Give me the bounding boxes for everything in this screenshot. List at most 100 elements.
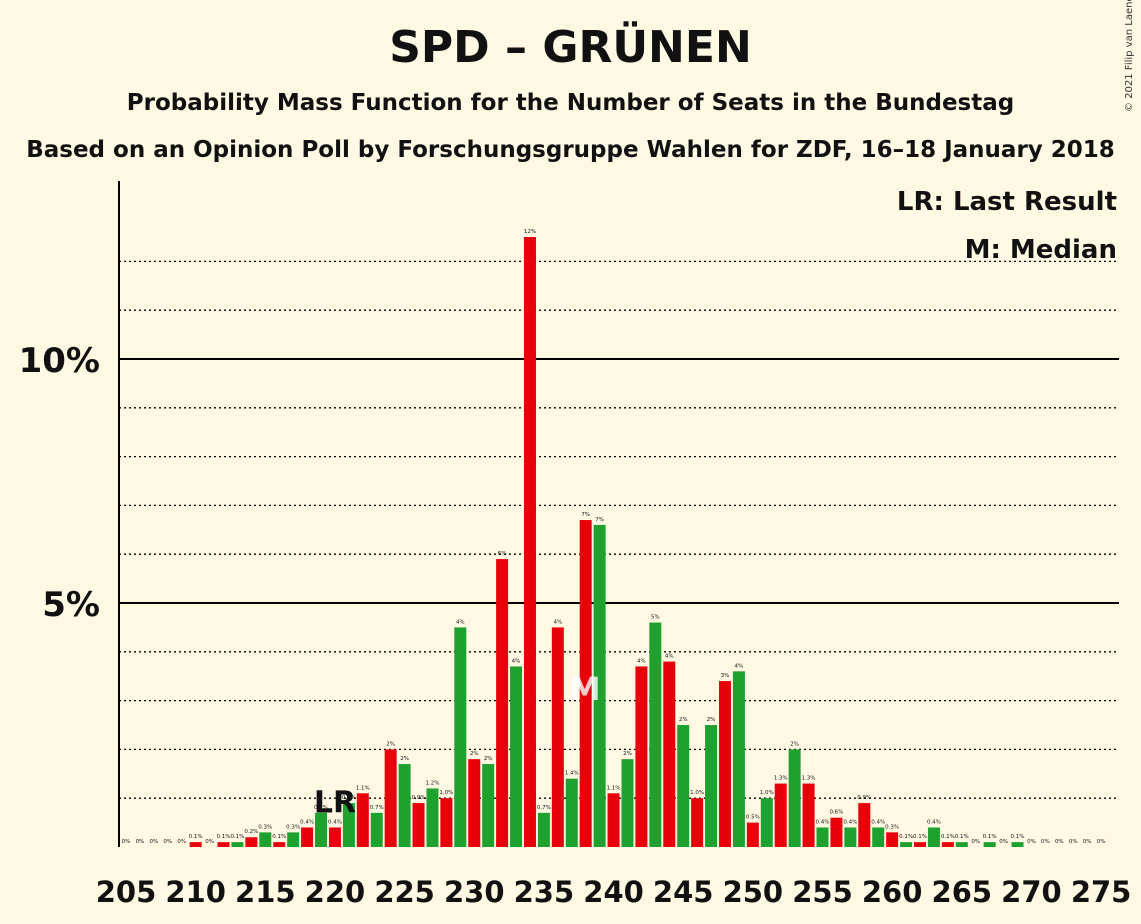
bar-label-seat-269: 0.1% bbox=[1011, 834, 1025, 840]
bar-label-seat-243: 5% bbox=[651, 615, 660, 621]
bar-seat-262 bbox=[914, 842, 927, 847]
bar-seat-227 bbox=[426, 788, 439, 847]
x-tick-label: 255 bbox=[792, 875, 853, 909]
bar-seat-235 bbox=[537, 812, 550, 847]
bar-seat-222 bbox=[356, 793, 369, 847]
bar-label-seat-245: 2% bbox=[679, 717, 688, 723]
x-tick-label: 275 bbox=[1071, 875, 1132, 909]
bar-seat-217 bbox=[287, 832, 300, 847]
bar-label-seat-251: 1.0% bbox=[760, 790, 774, 796]
bar-seat-240 bbox=[607, 793, 620, 847]
chart-title: SPD – GRÜNEN bbox=[389, 22, 752, 73]
bar-label-seat-275: 0% bbox=[1097, 839, 1106, 845]
bar-label-seat-240: 1.1% bbox=[607, 785, 621, 791]
bar-labels: 0% 0% 0% 0% 0%0.1%0%0.1% 0.1%0.2%0.3%0.1%0.3%… bbox=[122, 229, 1106, 845]
bar-series bbox=[189, 237, 1024, 847]
x-tick-label: 220 bbox=[305, 875, 366, 909]
x-tick-label: 265 bbox=[932, 875, 993, 909]
bar-label-seat-274: 0% bbox=[1083, 839, 1092, 845]
bar-seat-245 bbox=[677, 725, 690, 847]
bar-label-seat-248: 3% bbox=[721, 673, 730, 679]
bar-seat-265 bbox=[955, 842, 968, 847]
bar-label-seat-253: 2% bbox=[790, 741, 799, 747]
bar-seat-255 bbox=[816, 827, 829, 847]
bar-seat-263 bbox=[927, 827, 940, 847]
bar-label-seat-247: 2% bbox=[707, 717, 716, 723]
bar-seat-233 bbox=[510, 666, 523, 847]
y-tick-label: 10% bbox=[19, 341, 100, 381]
bar-seat-234 bbox=[523, 237, 536, 847]
bar-seat-214 bbox=[245, 837, 258, 847]
bar-label-seat-265: 0.1% bbox=[955, 834, 969, 840]
bar-label-seat-214: 0.2% bbox=[244, 829, 258, 835]
x-tick-label: 245 bbox=[653, 875, 714, 909]
bar-label-seat-261: 0.1% bbox=[899, 834, 913, 840]
bar-label-seat-271: 0% bbox=[1041, 839, 1050, 845]
bar-label-seat-209: 0% bbox=[177, 839, 186, 845]
bar-seat-221 bbox=[342, 803, 355, 847]
bar-label-seat-207: 0% bbox=[149, 839, 158, 845]
bar-seat-238 bbox=[579, 520, 592, 847]
bar-label-seat-227: 1.2% bbox=[425, 780, 439, 786]
bar-seat-215 bbox=[259, 832, 272, 847]
bar-label-seat-244: 4% bbox=[665, 654, 674, 660]
bar-label-seat-237: 1.4% bbox=[565, 771, 579, 777]
bar-label-seat-205: 0% bbox=[122, 839, 131, 845]
bar-seat-228 bbox=[440, 798, 453, 847]
bar-seat-210 bbox=[189, 842, 202, 847]
bar-seat-224 bbox=[384, 749, 397, 847]
last-result-marker: LR bbox=[314, 785, 356, 820]
bar-label-seat-249: 4% bbox=[735, 663, 744, 669]
bar-seat-212 bbox=[217, 842, 230, 847]
bar-label-seat-252: 1.3% bbox=[774, 776, 788, 782]
bar-seat-256 bbox=[830, 817, 843, 847]
bar-label-seat-263: 0.4% bbox=[927, 819, 941, 825]
x-tick-label: 235 bbox=[514, 875, 575, 909]
bar-seat-250 bbox=[746, 822, 759, 847]
bar-seat-251 bbox=[760, 798, 773, 847]
bar-seat-230 bbox=[468, 759, 481, 847]
bar-seat-264 bbox=[941, 842, 954, 847]
bar-seat-242 bbox=[635, 666, 648, 847]
bar-seat-229 bbox=[454, 627, 467, 847]
bar-label-seat-250: 0.5% bbox=[746, 815, 760, 821]
bar-label-seat-208: 0% bbox=[163, 839, 172, 845]
bar-label-seat-241: 2% bbox=[623, 751, 632, 757]
bar-label-seat-254: 1.3% bbox=[802, 776, 816, 782]
bar-label-seat-217: 0.3% bbox=[286, 824, 300, 830]
y-tick-label: 5% bbox=[42, 585, 100, 625]
bar-seat-239 bbox=[593, 524, 606, 847]
bar-label-seat-264: 0.1% bbox=[941, 834, 955, 840]
bar-label-seat-233: 4% bbox=[512, 658, 521, 664]
bar-label-seat-234: 12% bbox=[524, 229, 536, 235]
bar-seat-258 bbox=[858, 803, 871, 847]
bar-seat-246 bbox=[691, 798, 704, 847]
bar-label-seat-219: 0.7% bbox=[314, 805, 328, 811]
bar-label-seat-212: 0.1% bbox=[217, 834, 231, 840]
bar-label-seat-260: 0.3% bbox=[885, 824, 899, 830]
x-tick-label: 270 bbox=[1001, 875, 1062, 909]
bar-label-seat-230: 2% bbox=[470, 751, 479, 757]
bar-seat-231 bbox=[482, 764, 495, 847]
bar-seat-237 bbox=[565, 778, 578, 847]
bar-seat-236 bbox=[551, 627, 564, 847]
bar-label-seat-225: 2% bbox=[400, 756, 409, 762]
bar-seat-248 bbox=[718, 681, 731, 847]
bar-label-seat-235: 0.7% bbox=[537, 805, 551, 811]
bar-label-seat-229: 4% bbox=[456, 619, 465, 625]
bar-seat-241 bbox=[621, 759, 634, 847]
bar-seat-213 bbox=[231, 842, 244, 847]
bar-seat-219 bbox=[315, 812, 328, 847]
bar-label-seat-256: 0.6% bbox=[829, 810, 843, 816]
bar-label-seat-239: 7% bbox=[595, 517, 604, 523]
bar-label-seat-215: 0.3% bbox=[258, 824, 272, 830]
bar-seat-257 bbox=[844, 827, 857, 847]
bar-seat-261 bbox=[900, 842, 913, 847]
bar-label-seat-231: 2% bbox=[484, 756, 493, 762]
bar-seat-259 bbox=[872, 827, 885, 847]
chart-subtitle: Probability Mass Function for the Number… bbox=[126, 90, 1015, 116]
bar-label-seat-218: 0.4% bbox=[300, 819, 314, 825]
x-tick-label: 210 bbox=[165, 875, 226, 909]
bar-label-seat-255: 0.4% bbox=[816, 819, 830, 825]
